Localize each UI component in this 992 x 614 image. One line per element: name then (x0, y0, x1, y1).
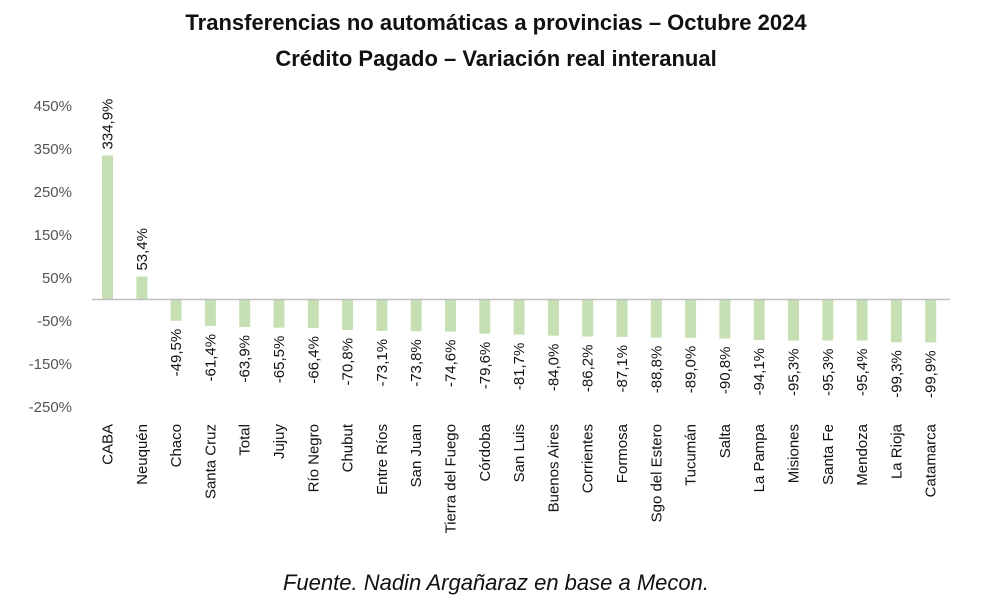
category-label: Salta (717, 423, 734, 458)
category-label: Entre Ríos (374, 424, 391, 495)
bar (719, 299, 731, 339)
data-label: -84,0% (545, 344, 562, 392)
bar (204, 299, 216, 326)
bar (410, 299, 422, 332)
bar (513, 299, 525, 335)
category-label: Catamarca (923, 423, 940, 497)
y-tick-label: 350% (34, 141, 72, 158)
data-label: -99,9% (923, 350, 940, 398)
category-label: San Juan (408, 424, 425, 487)
data-label: -49,5% (168, 329, 185, 377)
y-tick-label: -250% (29, 399, 72, 416)
bar (890, 299, 902, 343)
data-label: -70,8% (340, 338, 357, 386)
bar (616, 299, 628, 337)
data-label: -66,4% (305, 336, 322, 384)
data-label: -61,4% (202, 334, 219, 382)
category-label: Chaco (168, 424, 185, 467)
bar (788, 299, 799, 341)
bar (273, 299, 285, 328)
category-label: Buenos Aires (545, 424, 562, 512)
bar (102, 155, 113, 300)
bar (856, 299, 868, 341)
category-label: Río Negro (305, 424, 322, 492)
source-note: Fuente. Nadin Argañaraz en base a Mecon. (282, 570, 709, 595)
data-label: -90,8% (717, 347, 734, 395)
chart-title: Transferencias no automáticas a provinci… (185, 10, 807, 35)
bar (239, 299, 251, 327)
bar (170, 299, 182, 321)
category-label: San Luis (511, 424, 528, 482)
data-label: -88,8% (648, 346, 665, 394)
data-label: -81,7% (511, 343, 528, 391)
bar (925, 299, 937, 343)
category-label: Mendoza (854, 423, 871, 485)
data-label: -65,5% (271, 336, 288, 384)
category-label: CABA (100, 424, 117, 465)
data-label: -87,1% (614, 345, 631, 393)
bar (376, 299, 388, 331)
bar (307, 299, 319, 329)
chart-subtitle: Crédito Pagado – Variación real interanu… (275, 46, 717, 71)
category-label: Misiones (786, 424, 803, 483)
bar (342, 299, 354, 330)
bar (582, 299, 594, 337)
data-label: 53,4% (134, 228, 151, 271)
category-label: Total (237, 424, 254, 456)
y-tick-label: -50% (37, 313, 72, 330)
data-label: -89,0% (683, 346, 700, 394)
y-tick-label: 450% (34, 98, 72, 115)
category-label: Tierra del Fuego (443, 424, 460, 534)
bar (547, 299, 559, 336)
category-label: Tucumán (683, 424, 700, 486)
bar (822, 299, 834, 341)
data-label: -99,3% (888, 350, 905, 398)
category-label: Formosa (614, 423, 631, 483)
bar (685, 299, 697, 338)
data-label: -74,6% (443, 340, 460, 388)
data-label: -73,8% (408, 339, 425, 387)
category-label: La Rioja (888, 423, 905, 479)
y-tick-label: 50% (42, 270, 72, 287)
bar (445, 299, 456, 332)
y-tick-label: 150% (34, 227, 72, 244)
category-label: Chubut (340, 423, 357, 472)
data-label: -73,1% (374, 339, 391, 387)
data-label: -63,9% (237, 335, 254, 383)
bar (753, 299, 765, 340)
data-label: -94,1% (751, 348, 768, 396)
category-label: Santa Fe (820, 424, 837, 485)
category-label: Jujuy (271, 424, 288, 460)
data-label: -95,4% (854, 349, 871, 397)
category-label: Santa Cruz (202, 424, 219, 499)
y-tick-label: -150% (29, 356, 72, 373)
bar (479, 299, 491, 334)
category-label: Córdoba (477, 423, 494, 481)
bar (650, 299, 662, 338)
data-label: -86,2% (580, 345, 597, 393)
category-label: Sgo del Estero (648, 424, 665, 522)
category-label: La Pampa (751, 423, 768, 492)
data-label: 334,9% (100, 99, 117, 150)
data-label: -95,3% (820, 348, 837, 396)
bar (136, 276, 148, 300)
data-label: -95,3% (786, 348, 803, 396)
category-label: Corrientes (580, 424, 597, 493)
category-label: Neuquén (134, 424, 151, 485)
y-tick-label: 250% (34, 184, 72, 201)
data-label: -79,6% (477, 342, 494, 390)
